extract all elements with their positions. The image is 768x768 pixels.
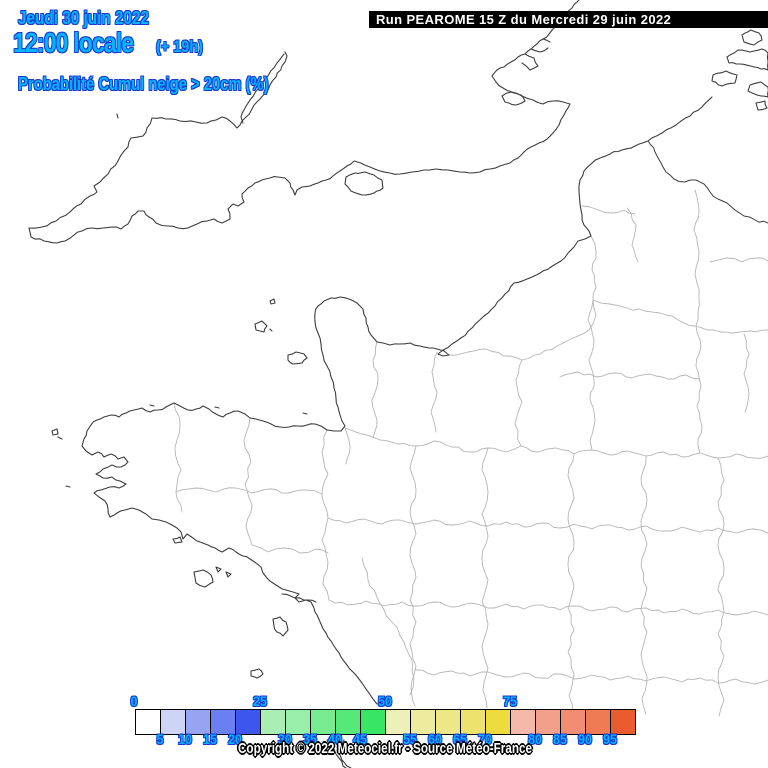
colorbar-cell-30 <box>286 710 311 734</box>
colorbar-cell-15 <box>211 710 236 734</box>
colorbar-minor-tick-45: 45 <box>352 731 368 747</box>
colorbar-cell-50 <box>386 710 411 734</box>
colorbar-minor-tick-55: 55 <box>402 731 418 747</box>
colorbar-cell-60 <box>436 710 461 734</box>
colorbar-minor-tick-20: 20 <box>227 731 243 747</box>
run-info-bar: Run PEAROME 15 Z du Mercredi 29 juin 202… <box>369 11 768 28</box>
department-borders <box>173 189 768 717</box>
colorbar-cell-70 <box>486 710 511 734</box>
colorbar-cell-20 <box>236 710 261 734</box>
colorbar-minor-tick-15: 15 <box>202 731 218 747</box>
colorbar-minor-tick-85: 85 <box>552 731 568 747</box>
forecast-date-label: Jeudi 30 juin 2022 <box>18 8 149 28</box>
islands <box>51 29 768 679</box>
colorbar-minor-tick-80: 80 <box>527 731 543 747</box>
run-info-text: Run PEAROME 15 Z du Mercredi 29 juin 202… <box>376 12 672 27</box>
colorbar-cell-5 <box>161 710 186 734</box>
colorbar-minor-tick-60: 60 <box>427 731 443 747</box>
colorbar-minor-tick-90: 90 <box>577 731 593 747</box>
copyright-notice: Copyright © 2022 Meteociel.fr - Source M… <box>237 740 533 757</box>
colorbar-minor-tick-35: 35 <box>302 731 318 747</box>
colorbar-cell-45 <box>361 710 386 734</box>
colorbar-major-tick-25: 25 <box>252 693 268 709</box>
forecast-hour-offset-label: (+ 19h) <box>156 37 203 56</box>
colorbar-minor-tick-40: 40 <box>327 731 343 747</box>
colorbar-major-tick-0: 0 <box>130 693 138 709</box>
colorbar-minor-tick-30: 30 <box>277 731 293 747</box>
colorbar-cell-35 <box>311 710 336 734</box>
colorbar-minor-tick-95: 95 <box>602 731 618 747</box>
colorbar-cell-25 <box>261 710 286 734</box>
colorbar-major-tick-75: 75 <box>502 693 518 709</box>
colorbar-cell-40 <box>336 710 361 734</box>
colorbar-cell-75 <box>511 710 536 734</box>
colorbar-cell-95 <box>611 710 635 734</box>
colorbar-minor-tick-70: 70 <box>477 731 493 747</box>
coastline <box>28 0 713 768</box>
colorbar-minor-tick-5: 5 <box>156 731 164 747</box>
colorbar-cell-90 <box>586 710 611 734</box>
probability-colorbar <box>135 709 636 735</box>
country-border <box>647 140 768 224</box>
colorbar-cell-85 <box>561 710 586 734</box>
colorbar-major-tick-50: 50 <box>377 693 393 709</box>
forecast-time-label: 12:00 locale <box>13 27 134 58</box>
colorbar-minor-tick-65: 65 <box>452 731 468 747</box>
colorbar-minor-tick-10: 10 <box>177 731 193 747</box>
colorbar-cell-80 <box>536 710 561 734</box>
colorbar-cell-55 <box>411 710 436 734</box>
colorbar-cell-0 <box>136 710 161 734</box>
colorbar-cell-65 <box>461 710 486 734</box>
parameter-title: Probabilité Cumul neige > 20cm (%) <box>18 74 269 94</box>
colorbar-cell-10 <box>186 710 211 734</box>
